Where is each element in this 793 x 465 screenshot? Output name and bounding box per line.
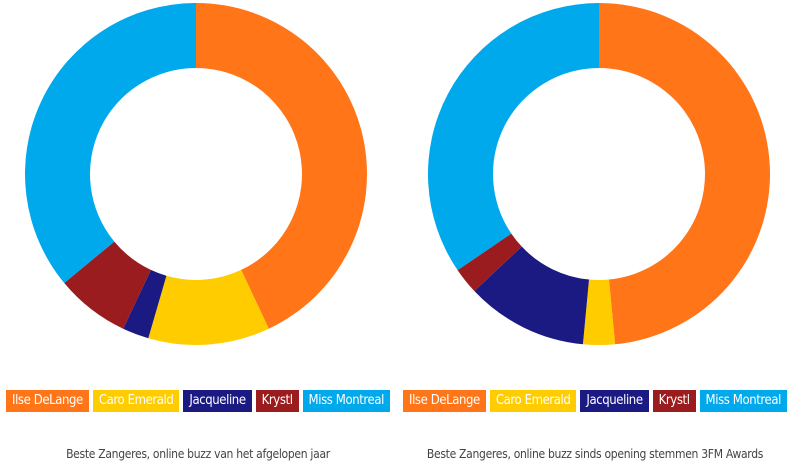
slice-caro-emerald	[148, 269, 269, 345]
legend-item-jacqueline: Jacqueline	[183, 390, 252, 412]
legend-item-caro-emerald: Caro Emerald	[92, 390, 180, 412]
legend-item-ilse-delange: Ilse DeLange	[6, 390, 89, 412]
donut-chart-left	[24, 3, 367, 345]
legend-item-miss-montreal: Miss Montreal	[302, 390, 390, 412]
chart-caption-left: Beste Zangeres, online buzz van het afge…	[66, 447, 330, 461]
chart-panel-left: Ilse DeLange Caro Emerald Jacqueline Krystl…	[0, 0, 396, 465]
chart-caption-right: Beste Zangeres, online buzz sinds openin…	[426, 447, 764, 461]
chart-panel-right: Ilse DeLange Caro Emerald Jacqueline Krystl…	[397, 0, 793, 465]
legend-item-ilse-delange: Ilse DeLange	[403, 390, 486, 412]
slice-ilse-delange	[196, 3, 367, 329]
slice-jacqueline	[123, 269, 167, 339]
slice-krystl	[64, 241, 151, 329]
legend-item-jacqueline: Jacqueline	[580, 390, 649, 412]
slice-ilse-delange	[599, 3, 770, 345]
slice-jacqueline	[474, 246, 590, 345]
legend-item-caro-emerald: Caro Emerald	[489, 390, 577, 412]
slice-caro-emerald	[582, 279, 616, 345]
donut-chart-right	[428, 3, 770, 345]
legend-right: Ilse DeLange Caro Emerald Jacqueline Krystl…	[397, 390, 793, 412]
legend-item-miss-montreal: Miss Montreal	[699, 390, 787, 412]
legend-item-krystl: Krystl	[652, 390, 696, 412]
slice-krystl	[457, 233, 522, 292]
slice-miss-montreal	[428, 3, 599, 271]
legend-item-krystl: Krystl	[255, 390, 299, 412]
legend-left: Ilse DeLange Caro Emerald Jacqueline Krystl…	[0, 390, 396, 412]
slice-miss-montreal	[24, 3, 196, 283]
